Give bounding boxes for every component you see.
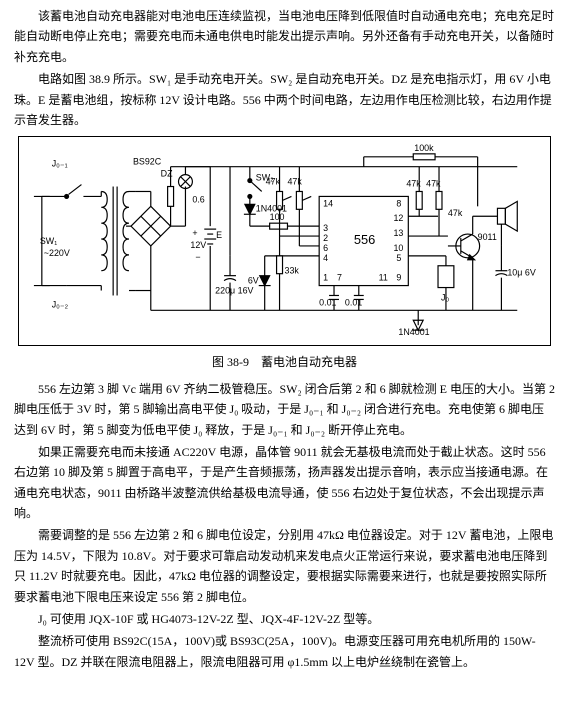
lbl-batt-12v: 12V: [190, 240, 206, 250]
lbl-100k: 100k: [414, 143, 434, 153]
lbl-6v: 6V: [248, 276, 259, 286]
figure-caption: 图 38-9 蓄电池自动充电器: [18, 352, 551, 372]
circuit-diagram-wrap: BS92C J₀₋₁ SW₁ ~220V J₀₋₂ DZ 0.6 E + 12V…: [14, 132, 555, 372]
circuit-diagram: BS92C J₀₋₁ SW₁ ~220V J₀₋₂ DZ 0.6 E + 12V…: [18, 136, 551, 346]
pin-12: 12: [393, 214, 403, 224]
lbl-batt-e: E: [216, 230, 222, 240]
lbl-47k-e: 47k: [448, 209, 463, 219]
pin-1: 1: [323, 273, 328, 283]
lbl-d2: 1N4001: [398, 327, 429, 337]
body-para-5: 需要调整的是 556 左边第 2 和 6 脚电位设定，分别用 47kΩ 电位器设…: [14, 525, 555, 607]
pin-14: 14: [323, 199, 333, 209]
lbl-47k-c: 47k: [406, 179, 421, 189]
pin-10: 10: [393, 243, 403, 253]
lbl-47k-d: 47k: [426, 179, 441, 189]
lbl-r100: 100: [270, 213, 285, 223]
lbl-47k-b: 47k: [287, 177, 302, 187]
pin-4: 4: [323, 253, 328, 263]
pin-8: 8: [396, 199, 401, 209]
pin-7: 7: [337, 273, 342, 283]
lbl-33k: 33k: [285, 266, 300, 276]
lbl-bridge: BS92C: [133, 157, 162, 167]
circuit-svg: BS92C J₀₋₁ SW₁ ~220V J₀₋₂ DZ 0.6 E + 12V…: [19, 137, 550, 345]
lbl-batt-v: +: [192, 228, 197, 238]
body-para-3: 556 左边第 3 脚 Vc 端用 6V 齐纳二极管稳压。SW₂ 闭合后第 2 …: [14, 379, 555, 440]
lbl-47k-a: 47k: [266, 177, 281, 187]
lbl-c01b: 0.01: [345, 298, 362, 308]
pin-13: 13: [393, 228, 403, 238]
lbl-ic: 556: [354, 232, 375, 247]
lbl-relay: J₀: [441, 293, 449, 303]
lbl-9011: 9011: [478, 232, 497, 242]
lbl-contact2: J₀₋₂: [52, 300, 69, 310]
intro-para-2: 电路如图 38.9 所示。SW₁ 是手动充电开关。SW₂ 是自动充电开关。DZ …: [14, 69, 555, 130]
intro-para-1: 该蓄电池自动充电器能对电池电压连续监视，当电池电压降到低限值时自动通电充电；充电…: [14, 6, 555, 67]
pin-3: 3: [323, 223, 328, 233]
lbl-ac: ~220V: [44, 248, 70, 258]
body-para-4: 如果正需要充电而未接通 AC220V 电源，晶体管 9011 就会无基极电流而处…: [14, 442, 555, 524]
lbl-dzr: 0.6: [192, 195, 204, 205]
lbl-contact1: J₀₋₁: [52, 159, 68, 169]
body-para-6: J₀ 可使用 JQX-10F 或 HG4073-12V-2Z 型、JQX-4F-…: [14, 609, 555, 629]
lbl-cap220: 220μ 16V: [215, 286, 253, 296]
pin-6: 6: [323, 243, 328, 253]
lbl-dz: DZ: [161, 169, 173, 179]
pin-11: 11: [379, 273, 388, 283]
pin-9: 9: [396, 273, 401, 283]
lbl-c01a: 0.01: [319, 298, 336, 308]
pin-5: 5: [396, 253, 401, 263]
lbl-10u: 10μ 6V: [507, 268, 535, 278]
lbl-batt-minus: −: [195, 252, 200, 262]
lbl-sw1: SW₁: [40, 236, 57, 246]
pin-2: 2: [323, 233, 328, 243]
body-para-7: 整流桥可使用 BS92C(15A，100V)或 BS93C(25A，100V)。…: [14, 631, 555, 672]
